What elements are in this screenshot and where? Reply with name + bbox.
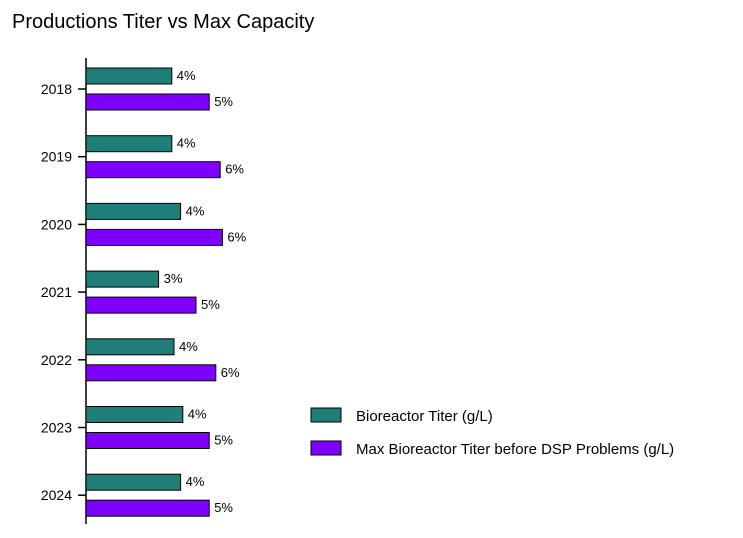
data-label-bioreactor-titer-2021: 3% <box>164 271 183 286</box>
y-tick-label-2022: 2022 <box>41 352 72 368</box>
legend: Bioreactor Titer (g/L) Max Bioreactor Tit… <box>310 407 674 458</box>
bar-max-titer-2022 <box>85 364 217 382</box>
bar-bioreactor-titer-2018 <box>85 67 173 85</box>
data-label-bioreactor-titer-2024: 4% <box>186 474 205 489</box>
data-label-bioreactor-titer-2022: 4% <box>179 339 198 354</box>
data-label-max-titer-2021: 5% <box>201 297 220 312</box>
data-label-max-titer-2022: 6% <box>221 365 240 380</box>
data-label-max-titer-2024: 5% <box>214 500 233 515</box>
data-label-max-titer-2019: 6% <box>225 162 244 177</box>
legend-swatch-max-titer <box>310 440 342 456</box>
bar-max-titer-2021 <box>85 296 197 314</box>
data-label-max-titer-2020: 6% <box>227 229 246 244</box>
data-label-max-titer-2018: 5% <box>214 94 233 109</box>
bar-max-titer-2018 <box>85 93 210 111</box>
y-tick-label-2024: 2024 <box>41 487 72 503</box>
data-label-max-titer-2023: 5% <box>214 433 233 448</box>
legend-label-bioreactor-titer: Bioreactor Titer (g/L) <box>356 408 493 425</box>
bar-bioreactor-titer-2019 <box>85 135 173 153</box>
y-tick-label-2021: 2021 <box>41 284 72 300</box>
bar-bioreactor-titer-2020 <box>85 202 182 220</box>
y-tick-label-2018: 2018 <box>41 81 72 97</box>
y-tick-label-2023: 2023 <box>41 420 72 436</box>
y-tick-label-2020: 2020 <box>41 216 72 232</box>
bar-bioreactor-titer-2021 <box>85 270 160 288</box>
data-label-bioreactor-titer-2023: 4% <box>188 407 207 422</box>
bar-max-titer-2019 <box>85 161 221 179</box>
bar-max-titer-2020 <box>85 228 223 246</box>
y-tick-label-2019: 2019 <box>41 149 72 165</box>
data-label-bioreactor-titer-2019: 4% <box>177 136 196 151</box>
bar-bioreactor-titer-2022 <box>85 338 175 356</box>
data-label-bioreactor-titer-2020: 4% <box>186 203 205 218</box>
data-label-bioreactor-titer-2018: 4% <box>177 68 196 83</box>
bar-max-titer-2024 <box>85 499 210 517</box>
chart-title: Productions Titer vs Max Capacity <box>12 11 314 33</box>
legend-label-max-titer: Max Bioreactor Titer before DSP Problems… <box>356 441 674 458</box>
bar-bioreactor-titer-2024 <box>85 473 182 491</box>
bar-bioreactor-titer-2023 <box>85 406 184 423</box>
legend-swatch-bioreactor-titer <box>310 407 342 423</box>
bar-max-titer-2023 <box>85 432 210 449</box>
bars-group: 2018 4% 5% 2019 4% 6% 2020 4% 6% 2021 3% 5% 2022 4% 6%… <box>41 67 247 517</box>
